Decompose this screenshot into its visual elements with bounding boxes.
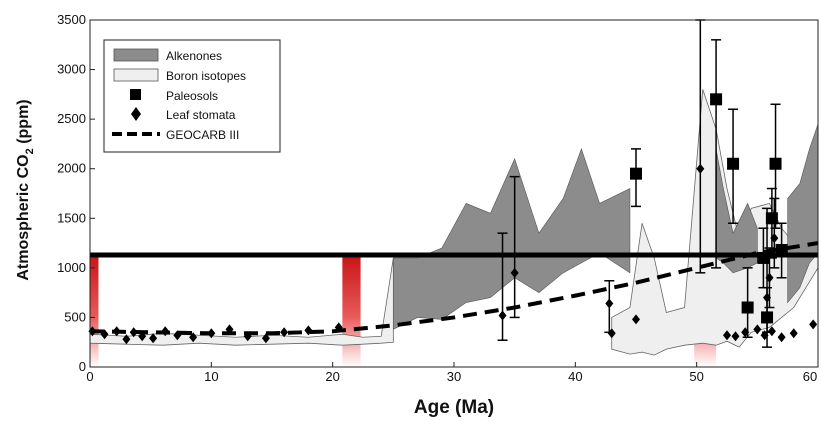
y-tick-label-4: 2000 (57, 161, 86, 176)
y-tick-label-3: 1500 (57, 210, 86, 225)
stomata-point-16 (334, 322, 343, 333)
paleosol-point-8 (775, 244, 788, 257)
legend-item-boron-isotopes: Boron isotopes (113, 68, 246, 83)
y-tick-label-2: 1000 (57, 260, 86, 275)
paleosol-point-3 (741, 301, 754, 314)
stomata-point-15 (304, 325, 313, 336)
legend-label-leaf-stomata: Leaf stomata (166, 108, 236, 122)
legend-item-alkenones: Alkenones (113, 48, 222, 63)
stomata-point-17 (498, 310, 507, 321)
paleosol-point-5 (761, 311, 774, 324)
boron-band-0 (89, 257, 394, 346)
stomata-point-30 (789, 328, 798, 339)
stomata-point-5 (138, 331, 147, 342)
axes: 0 500 1000 1500 2000 2500 3000 3500 0 10 20 30 40 50 6… (57, 12, 819, 384)
legend-item-leaf-stomata: Leaf stomata (131, 107, 236, 122)
stomata-point-20 (607, 328, 616, 339)
stomata-point-11 (225, 324, 234, 335)
legend-label-boron-isotopes: Boron isotopes (166, 69, 246, 83)
stomata-point-1 (100, 329, 109, 340)
y-axis-title: Atmospheric CO2 (ppm) (15, 99, 36, 280)
stomata-point-33 (765, 272, 774, 283)
y-axis-title-sub: 2 (24, 148, 36, 154)
stomata-point-10 (207, 328, 216, 339)
x-tick-label-4: 40 (568, 369, 582, 384)
stomata-point-24 (731, 331, 740, 342)
y-tick-label-7: 3500 (57, 12, 86, 27)
legend-item-geocarb: GEOCARB III (112, 128, 239, 142)
stomata-point-18 (510, 267, 519, 278)
stomata-point-8 (173, 330, 182, 341)
x-tick-label-6: 60 (803, 369, 817, 384)
legend-label-paleosols: Paleosols (166, 89, 218, 103)
y-tick-label-1: 500 (64, 309, 86, 324)
x-tick-label-0: 0 (86, 369, 93, 384)
stomata-point-12 (243, 331, 252, 342)
stomata-point-14 (280, 327, 289, 338)
stomata-point-19 (605, 298, 614, 309)
y-axis-title-unit: (ppm) (15, 99, 32, 148)
paleosol-point-0 (630, 167, 642, 180)
stomata-point-29 (777, 332, 786, 343)
paleosol-point-1 (710, 93, 723, 106)
legend: Alkenones Boron isotopes Paleosols Leaf … (103, 39, 281, 153)
stomata-point-22 (696, 163, 705, 174)
paleosol-point-2 (727, 157, 740, 170)
legend-label-alkenones: Alkenones (166, 49, 222, 63)
x-tick-label-2: 20 (325, 369, 339, 384)
stomata-point-3 (122, 334, 131, 345)
paleosol-point-6 (769, 157, 782, 170)
stomata-point-9 (189, 332, 198, 343)
stomata-point-13 (261, 333, 270, 344)
stomata-point-6 (149, 333, 158, 344)
plot-area (88, 19, 819, 367)
red-band-0 (90, 254, 99, 367)
x-axis-title: Age (Ma) (414, 397, 494, 418)
paleosol-point-4 (757, 251, 770, 264)
stomata-point-28 (767, 326, 776, 337)
y-axis-title-main: Atmospheric CO (15, 154, 32, 280)
x-tick-label-5: 50 (689, 369, 703, 384)
stomata-point-7 (161, 326, 170, 337)
y-tick-label-6: 3000 (57, 62, 86, 77)
stomata-point-21 (632, 314, 640, 325)
y-tick-label-0: 0 (79, 359, 86, 374)
x-tick-label-3: 30 (447, 369, 461, 384)
alkenone-band-0 (393, 147, 631, 330)
paleosol-point-7 (765, 212, 778, 225)
y-tick-label-5: 2500 (57, 111, 86, 126)
legend-label-geocarb: GEOCARB III (166, 128, 239, 142)
x-tick-label-1: 10 (204, 369, 218, 384)
stomata-point-26 (753, 324, 762, 335)
legend-item-paleosols: Paleosols (130, 89, 218, 103)
alkenone-band-1 (715, 148, 758, 274)
stomata-point-31 (809, 319, 818, 330)
stomata-point-2 (112, 326, 121, 337)
stomata-point-23 (723, 330, 731, 341)
boron-band-1 (611, 89, 819, 356)
red-band-1 (342, 254, 361, 367)
stomata-point-4 (129, 327, 138, 338)
